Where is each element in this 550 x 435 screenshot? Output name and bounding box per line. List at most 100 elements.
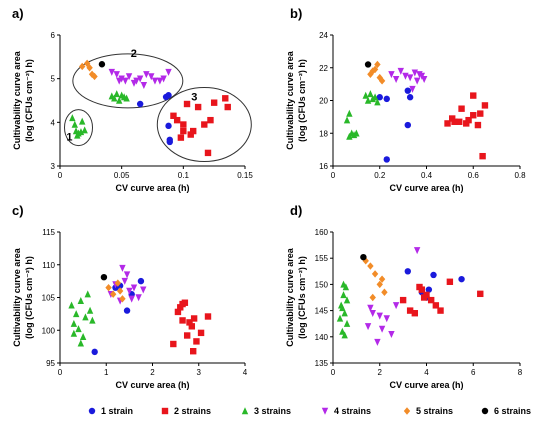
data-point-s2 (204, 149, 212, 157)
data-point-s2 (418, 286, 426, 293)
data-point-s4 (413, 77, 421, 85)
data-point-s3 (340, 280, 347, 288)
data-point-s2 (207, 116, 214, 124)
legend-label: 1 strain (101, 406, 133, 416)
x-axis-label: CV curve area (h) (115, 380, 189, 390)
data-point-s2 (187, 131, 194, 138)
data-point-s4 (128, 295, 135, 303)
data-point-s5 (91, 72, 98, 81)
chart-panel-3: c) 0 1 2 3 4 95 100 105 110 115 CV curve area (h) Cu… (12, 203, 248, 390)
data-point-s5 (79, 62, 86, 71)
data-point-s1 (406, 94, 414, 101)
data-point-s3 (374, 98, 381, 106)
data-point-s5 (381, 288, 388, 296)
data-point-s1 (404, 121, 411, 129)
data-point-s3 (339, 327, 346, 335)
data-point-s5 (116, 287, 124, 295)
y-tick-label: 160 (315, 228, 329, 237)
data-point-s1 (404, 87, 411, 94)
data-point-s4 (151, 77, 159, 85)
data-point-s1 (425, 286, 433, 293)
data-point-s1 (123, 307, 131, 314)
data-point-s2 (470, 112, 477, 119)
data-point-s2 (411, 310, 419, 317)
data-point-s4 (402, 72, 409, 80)
x-tick-label: 0.1 (178, 171, 190, 180)
x-tick-label: 8 (518, 368, 523, 377)
data-point-s1 (136, 100, 144, 108)
x-tick-label: 0.6 (468, 171, 480, 180)
data-point-s3 (346, 132, 353, 140)
data-point-s2 (432, 302, 440, 309)
data-point-s6 (100, 273, 108, 281)
data-point-s4 (121, 277, 128, 285)
y-tick-label: 140 (315, 333, 329, 342)
data-point-s4 (125, 73, 133, 81)
data-point-s4 (126, 287, 133, 295)
data-point-s5 (371, 270, 379, 278)
y-axis-label: Cultivability curve area (log (CFUs cm⁻²)… (285, 247, 307, 347)
data-point-s4 (392, 76, 400, 84)
data-point-s3 (353, 129, 360, 137)
chart-panel-2: b) 0 0.2 0.4 0.6 0.8 16 18 20 22 24 CV curve area (… (285, 6, 526, 193)
data-point-s5 (378, 77, 386, 85)
data-point-s3 (69, 114, 76, 122)
data-point-s5 (367, 262, 374, 270)
data-point-s2 (456, 118, 463, 125)
data-point-s2 (188, 323, 196, 330)
data-point-s2 (170, 340, 177, 348)
data-point-s2 (180, 127, 187, 135)
data-point-s5 (88, 70, 96, 78)
data-point-s3 (336, 314, 344, 322)
data-point-s4 (133, 77, 140, 85)
data-point-s2 (477, 290, 484, 298)
data-point-s4 (156, 77, 164, 85)
y-tick-label: 155 (315, 254, 329, 263)
data-point-s2 (479, 152, 486, 160)
data-point-s4 (148, 73, 155, 81)
data-point-s2 (180, 121, 187, 128)
data-point-s2 (177, 134, 185, 141)
data-point-s2 (465, 116, 472, 124)
data-point-s2 (463, 120, 470, 127)
x-tick-label: 1 (104, 368, 109, 377)
data-point-s2 (186, 319, 193, 326)
data-point-s3 (68, 301, 75, 309)
y-tick-label: 95 (46, 359, 55, 368)
data-point-s2 (222, 95, 229, 102)
data-point-s2 (477, 110, 484, 117)
data-point-s3 (123, 94, 130, 102)
y-axis-label: Cultivability curve area (log (CFUs cm⁻²)… (12, 247, 34, 347)
data-point-s2 (444, 120, 451, 127)
legend-marker-s6 (481, 407, 489, 415)
chart-panel-1: a) 0 0.05 0.1 0.15 3 4 5 6 CV curve area (h) Culti… (12, 6, 253, 193)
data-point-s5 (369, 293, 376, 302)
data-point-s3 (72, 310, 80, 318)
data-point-s3 (367, 90, 374, 98)
legend-marker-s5 (403, 407, 411, 415)
data-point-s2 (474, 121, 482, 129)
legend-marker-s4 (321, 407, 329, 415)
y-tick-label: 100 (42, 326, 56, 335)
data-point-s5 (83, 59, 91, 68)
data-point-s4 (388, 330, 395, 338)
legend-label: 6 strains (494, 406, 531, 416)
data-point-s2 (201, 121, 208, 128)
x-axis-label: CV curve area (h) (115, 183, 189, 193)
data-point-s3 (371, 93, 379, 101)
data-point-s3 (70, 319, 78, 327)
legend-label: 5 strains (416, 406, 453, 416)
data-point-s1 (137, 277, 145, 285)
data-point-s4 (143, 71, 150, 79)
data-point-s2 (406, 307, 414, 314)
data-point-s5 (374, 60, 381, 69)
data-point-s4 (165, 68, 172, 76)
legend-marker-s1 (88, 407, 96, 415)
x-tick-label: 0 (58, 368, 63, 377)
data-point-s4 (369, 310, 376, 318)
legend: 1 strain 2 strains 3 strains 4 strains 5 str… (88, 406, 531, 416)
x-tick-label: 4 (243, 368, 248, 377)
x-tick-label: 0.05 (114, 171, 130, 180)
x-axis-label: CV curve area (h) (389, 380, 463, 390)
